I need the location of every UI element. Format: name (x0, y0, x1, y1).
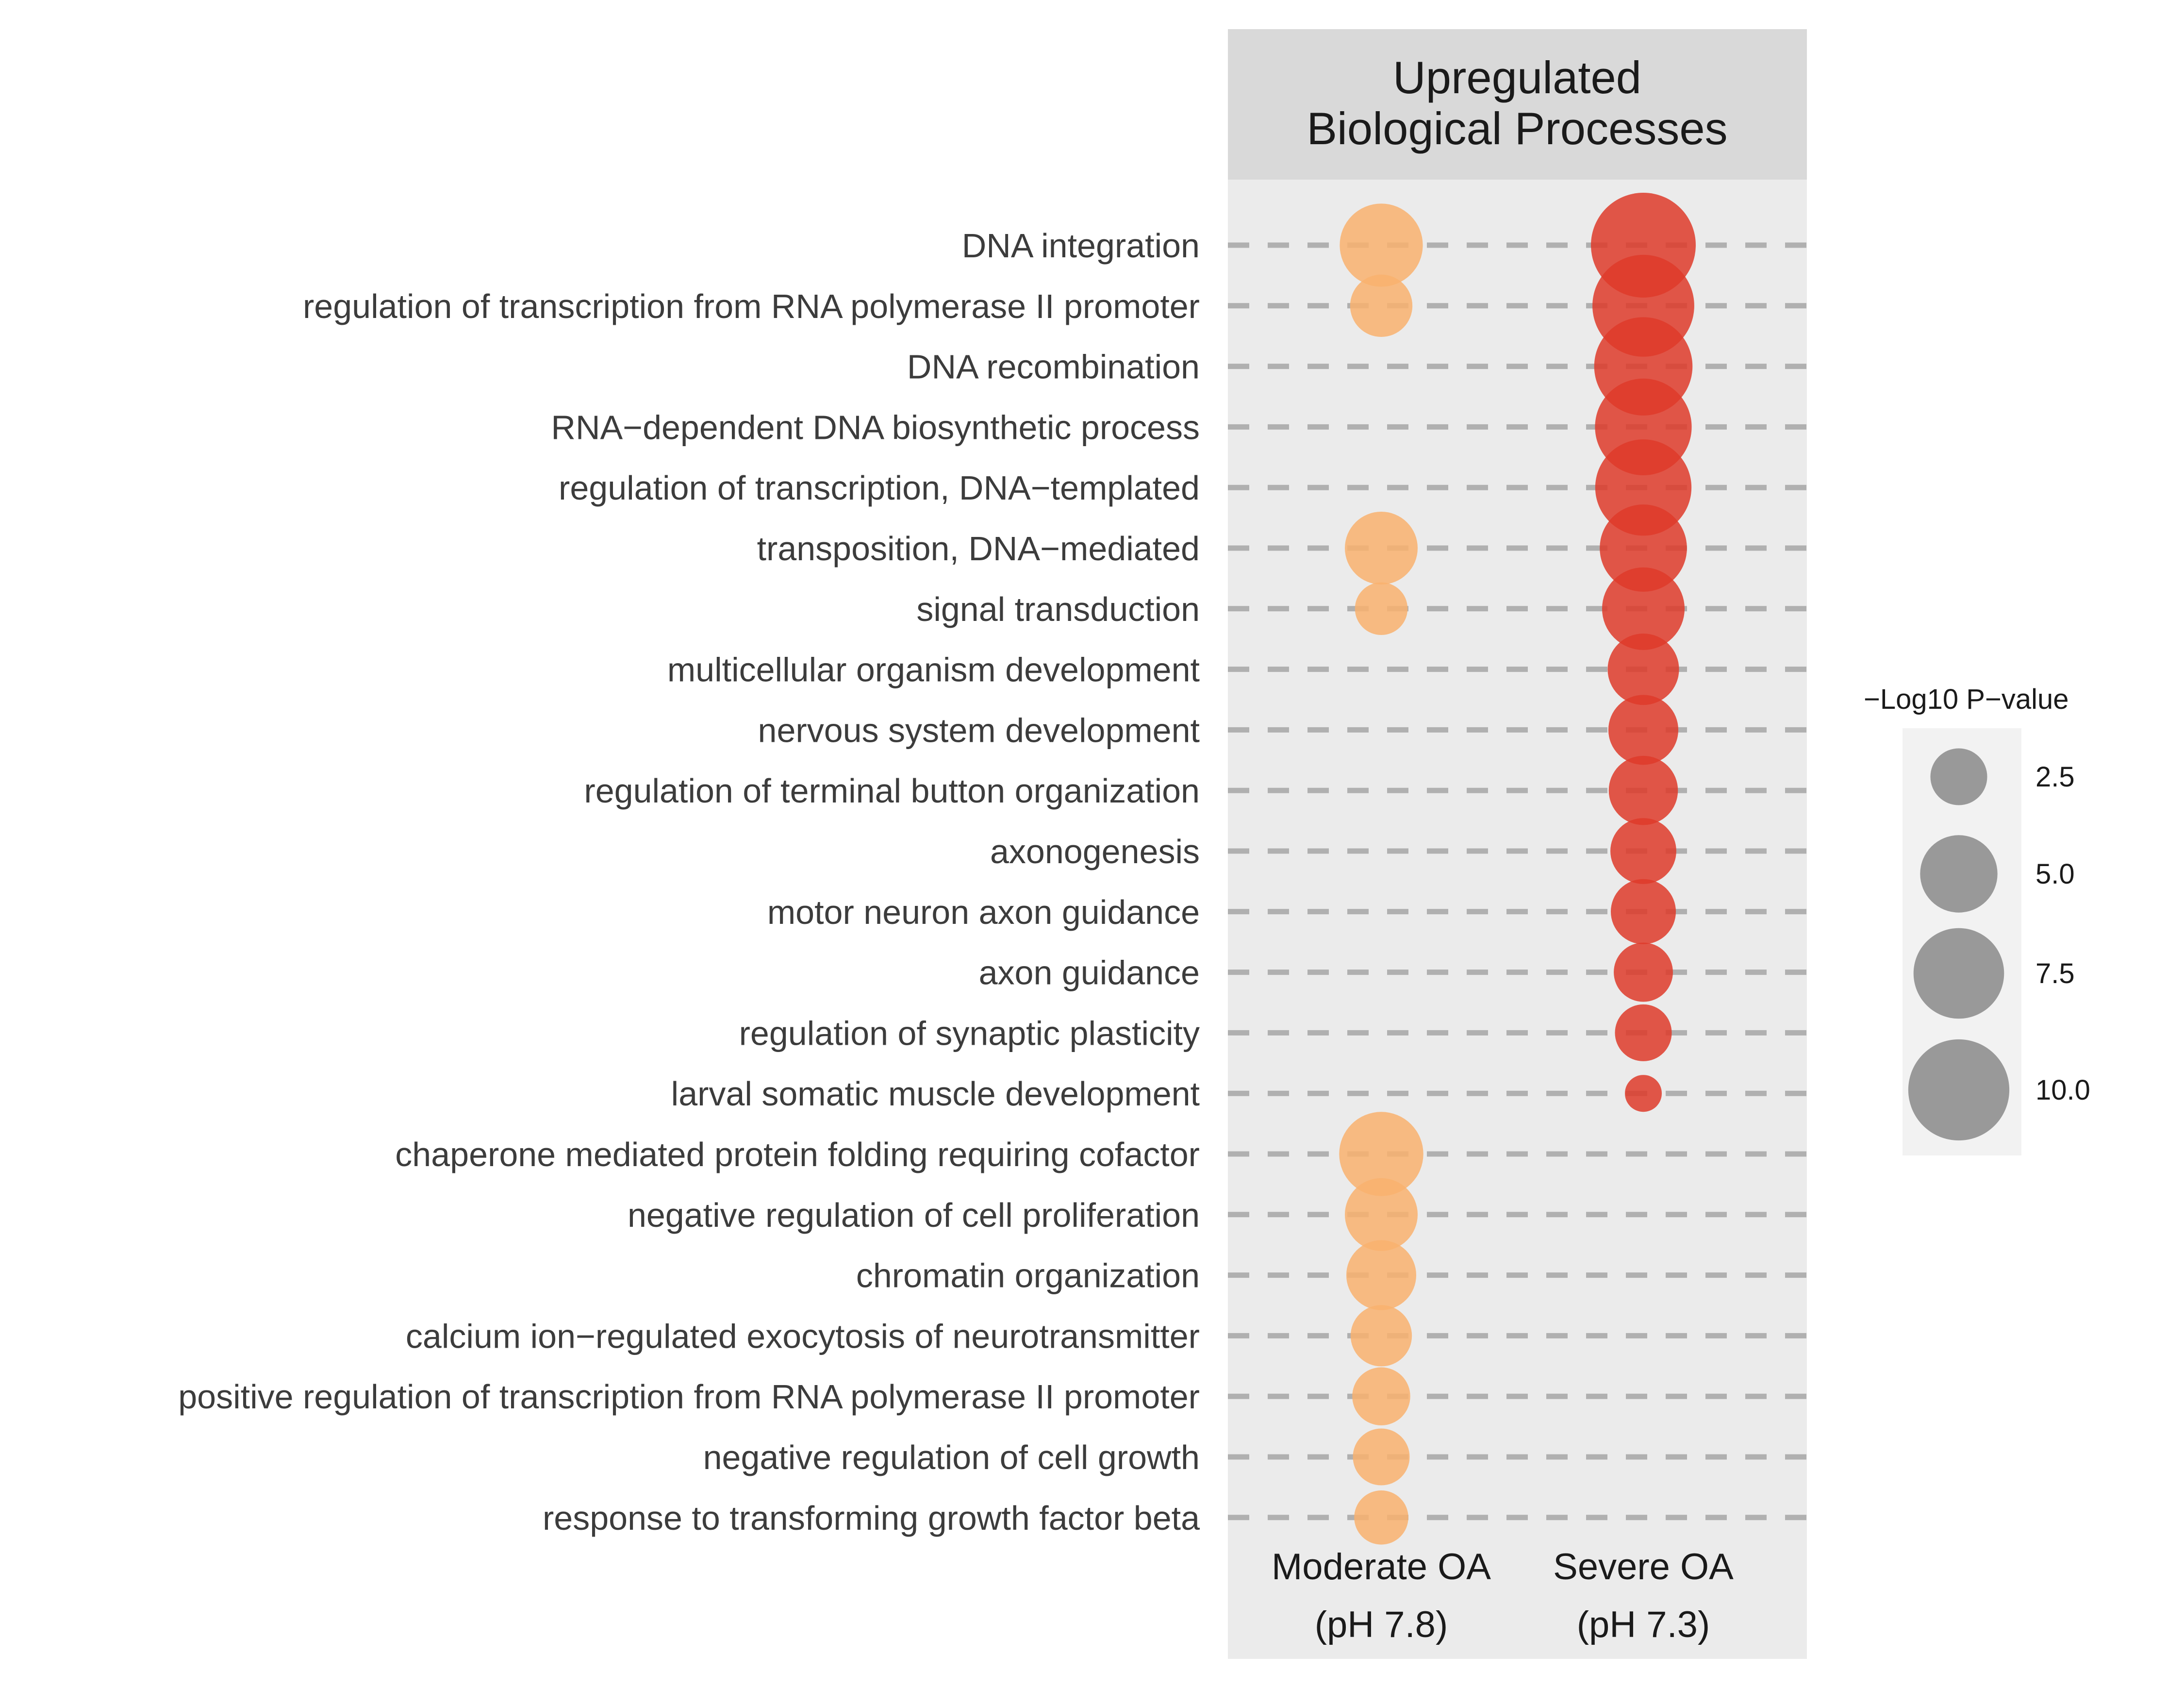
data-point (1350, 1305, 1412, 1367)
gridlines (1228, 242, 1807, 1521)
data-points (1339, 193, 1696, 1545)
legend-key-label: 7.5 (2035, 958, 2075, 989)
category-label: regulation of transcription from RNA pol… (303, 287, 1200, 325)
x-axis-label: Moderate OA (1272, 1546, 1491, 1588)
data-point (1346, 1240, 1417, 1310)
legend-title: −Log10 P−value (1864, 684, 2068, 715)
facet-strip-title: Upregulated Biological Processes (1307, 52, 1727, 154)
category-label: regulation of terminal button organizati… (584, 772, 1200, 810)
plot-panel-background (1228, 29, 1807, 1659)
category-label: transposition, DNA−mediated (757, 530, 1200, 568)
category-label: DNA recombination (907, 348, 1200, 386)
category-label: nervous system development (758, 711, 1200, 749)
data-point (1625, 1075, 1662, 1112)
data-point (1350, 274, 1413, 337)
category-label: DNA integration (962, 227, 1200, 265)
category-label: multicellular organism development (667, 651, 1200, 689)
category-label: negative regulation of cell growth (703, 1438, 1200, 1476)
category-label: axonogenesis (990, 833, 1200, 870)
legend-key-label: 2.5 (2035, 761, 2075, 793)
data-point (1344, 1178, 1418, 1251)
facet-strip (1228, 29, 1807, 180)
category-label: motor neuron axon guidance (767, 893, 1200, 931)
data-point (1607, 634, 1679, 705)
legend-key-label: 10.0 (2035, 1074, 2090, 1106)
data-point (1353, 1428, 1410, 1486)
category-label: chaperone mediated protein folding requi… (395, 1136, 1200, 1173)
x-axis-sublabel: (pH 7.3) (1577, 1604, 1710, 1645)
facet-strip-title-line: Upregulated (1393, 52, 1641, 103)
legend-key-circle (1920, 835, 1998, 913)
category-label: positive regulation of transcription fro… (178, 1378, 1200, 1416)
data-point (1615, 1004, 1672, 1061)
legend-key-label: 5.0 (2035, 858, 2075, 890)
legend-key-circle (1930, 748, 1987, 805)
data-point (1608, 695, 1679, 765)
category-label: response to transforming growth factor b… (543, 1499, 1200, 1537)
category-label: signal transduction (916, 590, 1200, 628)
category-label: RNA−dependent DNA biosynthetic process (551, 408, 1200, 446)
category-label: chromatin organization (856, 1257, 1200, 1295)
data-point (1354, 1490, 1408, 1545)
data-point (1595, 439, 1692, 536)
data-point (1608, 755, 1678, 825)
data-point (1602, 567, 1685, 650)
data-point (1610, 879, 1676, 944)
data-point (1339, 1112, 1423, 1196)
x-axis-sublabel: (pH 7.8) (1315, 1604, 1448, 1645)
category-label: regulation of synaptic plasticity (739, 1014, 1200, 1052)
category-label: larval somatic muscle development (671, 1075, 1200, 1113)
data-point (1352, 1367, 1410, 1425)
data-point (1610, 818, 1676, 884)
legend-key-circle (1913, 928, 2004, 1019)
category-label: regulation of transcription, DNA−templat… (559, 469, 1200, 507)
data-point (1600, 504, 1687, 592)
x-axis-labels: Moderate OA (pH 7.8) Severe OA (pH 7.3) (1272, 1546, 1734, 1645)
category-label: negative regulation of cell proliferatio… (628, 1196, 1200, 1234)
size-legend: −Log10 P−value 2.5 5.0 7.5 10.0 (1864, 684, 2090, 1155)
x-axis-label: Severe OA (1553, 1546, 1734, 1588)
category-label: calcium ion−regulated exocytosis of neur… (406, 1317, 1200, 1355)
data-point (1355, 582, 1408, 635)
data-point (1344, 511, 1418, 585)
category-label: axon guidance (979, 954, 1200, 992)
legend-key-circle (1908, 1039, 2010, 1141)
data-point (1340, 203, 1423, 287)
category-labels: DNA integration regulation of transcripti… (178, 227, 1200, 1537)
data-point (1614, 942, 1673, 1002)
facet-strip-title-line: Biological Processes (1307, 103, 1727, 154)
